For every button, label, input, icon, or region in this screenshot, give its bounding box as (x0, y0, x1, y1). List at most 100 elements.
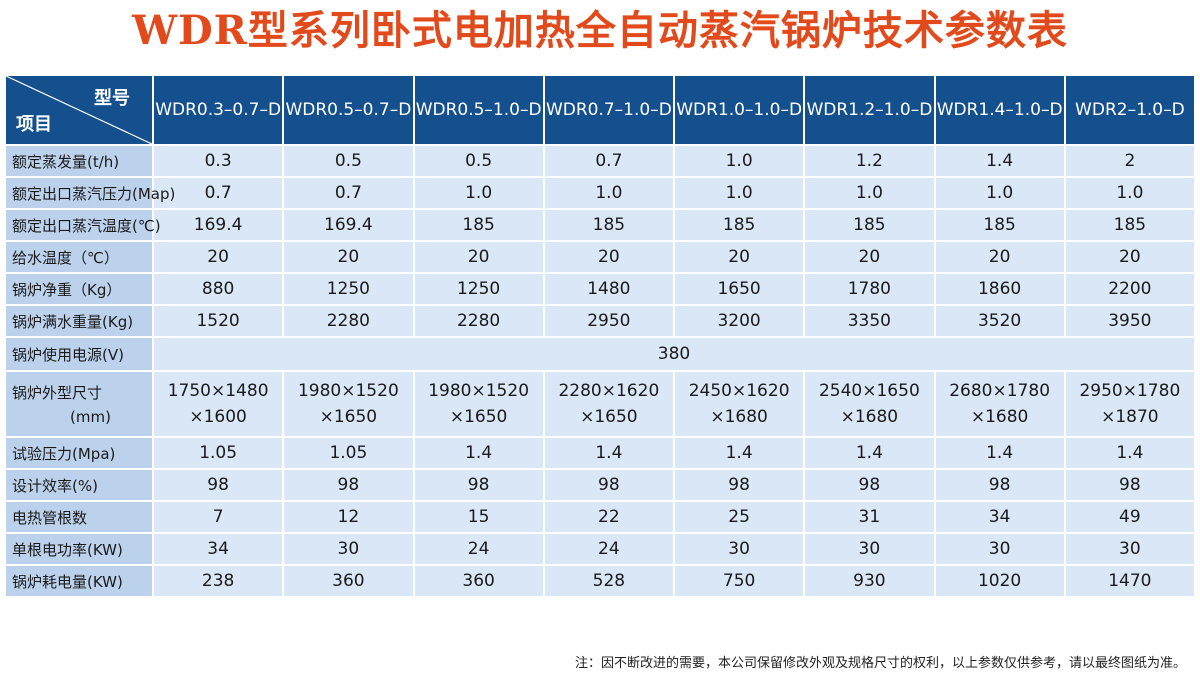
value-cell: 98 (935, 470, 1064, 500)
value-cell: 0.3 (154, 146, 283, 176)
value-cell: 2200 (1065, 274, 1194, 304)
model-header-cell: WDR0.3–0.7–D (154, 76, 283, 144)
value-cell: 185 (544, 210, 673, 240)
value-cell: 1650 (675, 274, 804, 304)
value-cell: 1.0 (1065, 178, 1194, 208)
table-row: 额定出口蒸汽温度(℃) 169.4 169.4 185 185 185 185 185 185 (6, 210, 1194, 240)
value-cell: 98 (154, 470, 283, 500)
value-cell: 1470 (1065, 566, 1194, 596)
row-label: 锅炉外型尺寸 (mm) (6, 372, 152, 436)
corner-model-label: 型号 (94, 88, 130, 109)
value-cell: 169.4 (284, 210, 413, 240)
value-cell: 1520 (154, 306, 283, 336)
value-cell: 1250 (284, 274, 413, 304)
row-label-text: 额定出口蒸汽压力(Map) (12, 184, 176, 203)
value-cell: 750 (675, 566, 804, 596)
row-label: 额定蒸发量(t/h) (6, 146, 152, 176)
value-cell: 24 (414, 534, 543, 564)
row-label-text: 单根电功率(KW) (12, 540, 123, 559)
model-header-cell: WDR2–1.0–D (1065, 76, 1194, 144)
table-row: 电热管根数 7 12 15 22 25 31 34 49 (6, 502, 1194, 532)
dimension-line-2: ×1680 (840, 407, 899, 427)
table-row: 额定蒸发量(t/h) 0.3 0.5 0.5 0.7 1.0 1.2 1.4 2 (6, 146, 1194, 176)
value-cell: 0.5 (414, 146, 543, 176)
row-label-text: 锅炉使用电源(V) (12, 345, 124, 364)
page-title: WDR型系列卧式电加热全自动蒸汽锅炉技术参数表 (132, 7, 1068, 54)
table-row: 试验压力(Mpa) 1.05 1.05 1.4 1.4 1.4 1.4 1.4 1.4 (6, 438, 1194, 468)
table-row: 锅炉净重（Kg） 880 1250 1250 1480 1650 1780 1860 2200 (6, 274, 1194, 304)
dimension-line-2: ×1650 (580, 407, 638, 427)
value-cell: 169.4 (154, 210, 283, 240)
value-cell: 185 (935, 210, 1064, 240)
value-cell: 1980×1520 ×1650 (414, 372, 543, 436)
value-cell: 15 (414, 502, 543, 532)
value-cell: 1.4 (675, 438, 804, 468)
value-cell: 1.0 (805, 178, 934, 208)
value-cell: 31 (805, 502, 934, 532)
value-cell: 0.7 (154, 178, 283, 208)
value-cell: 1.4 (805, 438, 934, 468)
row-label-text: 锅炉净重（Kg） (12, 280, 122, 299)
spec-table: 型号 项目 WDR0.3–0.7–D WDR0.5–0.7–D WDR0.5–1… (4, 74, 1196, 598)
value-cell: 3520 (935, 306, 1064, 336)
dimension-line-2: ×1870 (1101, 407, 1159, 427)
dimension-line-1: 1750×1480 (167, 381, 269, 401)
value-cell: 34 (154, 534, 283, 564)
row-label: 锅炉使用电源(V) (6, 338, 152, 370)
value-cell: 30 (675, 534, 804, 564)
row-label: 单根电功率(KW) (6, 534, 152, 564)
dimension-line-2: ×1680 (710, 407, 768, 427)
corner-item-label: 项目 (16, 114, 52, 135)
value-cell: 1020 (935, 566, 1064, 596)
value-cell: 1.4 (935, 438, 1064, 468)
table-row: 锅炉使用电源(V) 380 (6, 338, 1194, 370)
value-cell: 20 (544, 242, 673, 272)
value-cell: 3950 (1065, 306, 1194, 336)
value-cell: 30 (1065, 534, 1194, 564)
row-label-text: 额定蒸发量(t/h) (12, 152, 120, 171)
model-header-cell: WDR0.7–1.0–D (544, 76, 673, 144)
row-label: 设计效率(%) (6, 470, 152, 500)
value-cell: 25 (675, 502, 804, 532)
value-cell: 238 (154, 566, 283, 596)
row-label-unit: (mm) (70, 408, 111, 426)
dimension-line-2: ×1600 (189, 407, 247, 427)
row-label: 锅炉净重（Kg） (6, 274, 152, 304)
value-cell: 98 (805, 470, 934, 500)
value-cell: 20 (935, 242, 1064, 272)
row-label-text: 设计效率(%) (12, 476, 98, 495)
row-label: 额定出口蒸汽温度(℃) (6, 210, 161, 240)
value-cell: 1750×1480 ×1600 (154, 372, 283, 436)
dimension-line-1: 1980×1520 (297, 381, 399, 401)
value-cell: 24 (544, 534, 673, 564)
dimension-line-1: 2950×1780 (1079, 381, 1181, 401)
row-label-text: 给水温度（℃） (12, 248, 119, 267)
table-row: 单根电功率(KW) 34 30 24 24 30 30 30 30 (6, 534, 1194, 564)
model-header-cell: WDR0.5–1.0–D (414, 76, 543, 144)
value-cell: 528 (544, 566, 673, 596)
table-row: 设计效率(%) 98 98 98 98 98 98 98 98 (6, 470, 1194, 500)
dimension-line-1: 2680×1780 (949, 381, 1051, 401)
merged-value-cell: 380 (154, 338, 1194, 370)
value-cell: 98 (1065, 470, 1194, 500)
value-cell: 1860 (935, 274, 1064, 304)
row-label-text: 试验压力(Mpa) (12, 444, 116, 463)
value-cell: 98 (284, 470, 413, 500)
value-cell: 1.2 (805, 146, 934, 176)
value-cell: 22 (544, 502, 673, 532)
dimension-line-2: ×1650 (319, 407, 378, 427)
value-cell: 185 (675, 210, 804, 240)
corner-header-cell: 型号 项目 (6, 76, 152, 144)
model-header-cell: WDR1.0–1.0–D (675, 76, 804, 144)
value-cell: 1.0 (935, 178, 1064, 208)
value-cell: 185 (1065, 210, 1194, 240)
model-header-cell: WDR1.4–1.0–D (935, 76, 1064, 144)
row-label: 给水温度（℃） (6, 242, 152, 272)
value-cell: 30 (284, 534, 413, 564)
row-label: 额定出口蒸汽压力(Map) (6, 178, 176, 208)
row-label: 锅炉满水重量(Kg) (6, 306, 152, 336)
value-cell: 20 (675, 242, 804, 272)
value-cell: 2280 (284, 306, 413, 336)
value-cell: 1.0 (675, 178, 804, 208)
value-cell: 2950 (544, 306, 673, 336)
